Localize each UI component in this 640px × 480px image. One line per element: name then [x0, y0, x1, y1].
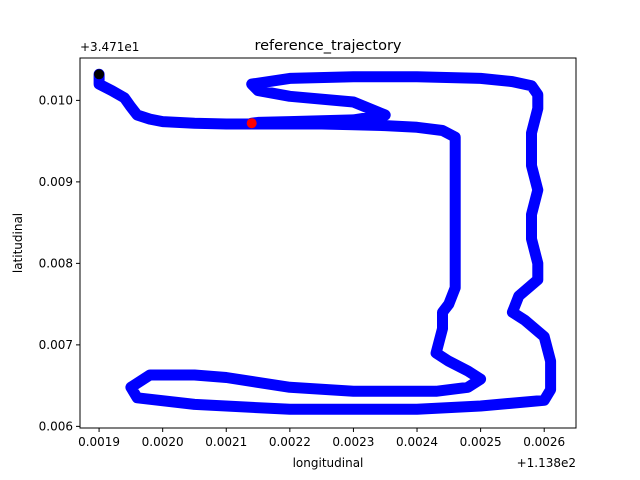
x-tick-label: 0.0019 — [78, 435, 120, 449]
y-tick-label: 0.010 — [39, 93, 73, 107]
plot-frame — [79, 57, 577, 429]
x-axis-label: longitudinal — [293, 456, 364, 470]
x-tick-label: 0.0023 — [332, 435, 374, 449]
y-tick-label: 0.009 — [39, 175, 73, 189]
start-marker — [94, 69, 105, 80]
current-position-marker — [246, 118, 257, 129]
y-tick-label: 0.006 — [39, 419, 73, 433]
x-tick-label: 0.0024 — [396, 435, 438, 449]
x-tick-label: 0.0021 — [205, 435, 247, 449]
plot-area — [93, 68, 557, 415]
y-tick-label: 0.007 — [39, 338, 73, 352]
y-tick-label: 0.008 — [39, 256, 73, 270]
x-axis: 0.0019 0.0020 0.0021 0.0022 0.0023 0.0024 0.00… — [78, 428, 565, 449]
trajectory-series-0 — [93, 68, 557, 415]
y-offset-label: +3.471e1 — [80, 40, 139, 54]
x-tick-label: 0.0026 — [523, 435, 565, 449]
x-offset-label: +1.138e2 — [517, 456, 576, 470]
x-tick-label: 0.0025 — [460, 435, 502, 449]
x-tick-label: 0.0020 — [142, 435, 184, 449]
chart-title: reference_trajectory — [254, 38, 401, 54]
y-axis: 0.006 0.007 0.008 0.009 0.010 — [39, 93, 80, 433]
y-axis-label: latitudinal — [11, 213, 25, 273]
x-tick-label: 0.0022 — [269, 435, 311, 449]
